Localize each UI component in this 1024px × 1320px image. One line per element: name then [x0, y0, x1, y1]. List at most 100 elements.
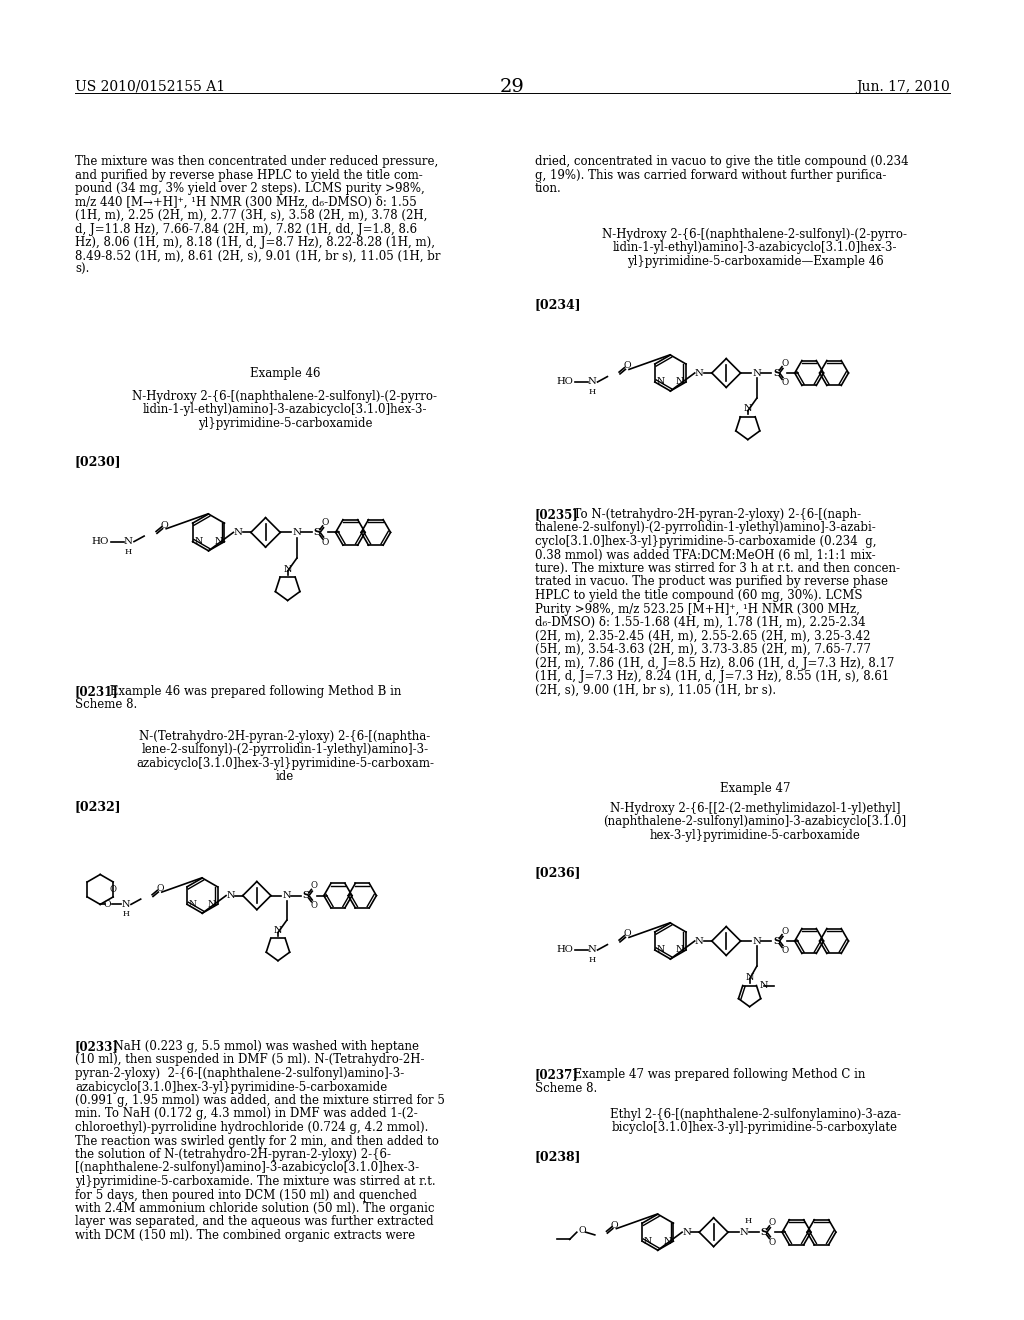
Text: lidin-1-yl-ethyl)amino]-3-azabicyclo[3.1.0]hex-3-: lidin-1-yl-ethyl)amino]-3-azabicyclo[3.1…	[142, 404, 427, 417]
Text: [(naphthalene-2-sulfonyl)amino]-3-azabicyclo[3.1.0]hex-3-: [(naphthalene-2-sulfonyl)amino]-3-azabic…	[75, 1162, 419, 1175]
Text: O: O	[781, 379, 788, 387]
Text: N: N	[188, 900, 197, 909]
Text: (10 ml), then suspended in DMF (5 ml). N-(Tetrahydro-2H-: (10 ml), then suspended in DMF (5 ml). N…	[75, 1053, 425, 1067]
Text: N: N	[753, 368, 761, 378]
Text: (2H, m), 7.86 (1H, d, J=8.5 Hz), 8.06 (1H, d, J=7.3 Hz), 8.17: (2H, m), 7.86 (1H, d, J=8.5 Hz), 8.06 (1…	[535, 656, 894, 669]
Text: layer was separated, and the aqueous was further extracted: layer was separated, and the aqueous was…	[75, 1216, 433, 1229]
Text: N: N	[695, 368, 703, 378]
Text: Scheme 8.: Scheme 8.	[75, 698, 137, 711]
Text: pyran-2-yloxy)  2-{6-[(naphthalene-2-sulfonyl)amino]-3-: pyran-2-yloxy) 2-{6-[(naphthalene-2-sulf…	[75, 1067, 404, 1080]
Text: O: O	[624, 362, 631, 371]
Text: N: N	[214, 537, 222, 546]
Text: (naphthalene-2-sulfonyl)amino]-3-azabicyclo[3.1.0]: (naphthalene-2-sulfonyl)amino]-3-azabicy…	[603, 816, 906, 829]
Text: The reaction was swirled gently for 2 min, and then added to: The reaction was swirled gently for 2 mi…	[75, 1134, 439, 1147]
Text: thalene-2-sulfonyl)-(2-pyrrolidin-1-ylethyl)amino]-3-azabi-: thalene-2-sulfonyl)-(2-pyrrolidin-1-ylet…	[535, 521, 877, 535]
Text: N: N	[745, 973, 754, 982]
Text: yl}pyrimidine-5-carboxamide—Example 46: yl}pyrimidine-5-carboxamide—Example 46	[627, 255, 884, 268]
Text: Jun. 17, 2010: Jun. 17, 2010	[856, 81, 950, 94]
Text: N: N	[676, 945, 684, 954]
Text: N: N	[588, 378, 596, 387]
Text: O: O	[310, 882, 317, 891]
Text: To N-(tetrahydro-2H-pyran-2-yloxy) 2-{6-[(naph-: To N-(tetrahydro-2H-pyran-2-yloxy) 2-{6-…	[566, 508, 861, 521]
Text: N-(Tetrahydro-2H-pyran-2-yloxy) 2-{6-[(naphtha-: N-(Tetrahydro-2H-pyran-2-yloxy) 2-{6-[(n…	[139, 730, 431, 743]
Text: [0233]: [0233]	[75, 1040, 119, 1053]
Text: HO: HO	[91, 537, 109, 546]
Text: O: O	[769, 1238, 775, 1246]
Text: N: N	[682, 1228, 691, 1237]
Text: lidin-1-yl-ethyl)amino]-3-azabicyclo[3.1.0]hex-3-: lidin-1-yl-ethyl)amino]-3-azabicyclo[3.1…	[612, 242, 897, 255]
Text: N: N	[208, 900, 216, 909]
Text: O: O	[310, 900, 317, 909]
Text: O: O	[161, 520, 168, 529]
Text: N-Hydroxy 2-{6-[(naphthalene-2-sulfonyl)-(2-pyrro-: N-Hydroxy 2-{6-[(naphthalene-2-sulfonyl)…	[602, 228, 907, 242]
Text: [0236]: [0236]	[535, 866, 582, 879]
Text: N-Hydroxy 2-{6-[[2-(2-methylimidazol-1-yl)ethyl]: N-Hydroxy 2-{6-[[2-(2-methylimidazol-1-y…	[609, 803, 900, 814]
Text: N: N	[664, 1237, 672, 1246]
Text: [0237]: [0237]	[535, 1068, 579, 1081]
Text: [0231]: [0231]	[75, 685, 119, 698]
Text: O: O	[110, 884, 117, 894]
Text: N: N	[695, 936, 703, 945]
Text: cyclo[3.1.0]hex-3-yl}pyrimidine-5-carboxamide (0.234  g,: cyclo[3.1.0]hex-3-yl}pyrimidine-5-carbox…	[535, 535, 877, 548]
Text: O: O	[781, 946, 788, 956]
Text: 0.38 mmol) was added TFA:DCM:MeOH (6 ml, 1:1:1 mix-: 0.38 mmol) was added TFA:DCM:MeOH (6 ml,…	[535, 549, 876, 561]
Text: yl}pyrimidine-5-carboxamide: yl}pyrimidine-5-carboxamide	[198, 417, 373, 430]
Text: 29: 29	[500, 78, 524, 96]
Text: Scheme 8.: Scheme 8.	[535, 1081, 597, 1094]
Text: Ethyl 2-{6-[(naphthalene-2-sulfonylamino)-3-aza-: Ethyl 2-{6-[(naphthalene-2-sulfonylamino…	[609, 1107, 900, 1121]
Text: S: S	[313, 528, 321, 537]
Text: N: N	[195, 537, 203, 546]
Text: N: N	[656, 378, 665, 387]
Text: trated in vacuo. The product was purified by reverse phase: trated in vacuo. The product was purifie…	[535, 576, 888, 589]
Text: N: N	[753, 936, 761, 945]
Text: N: N	[760, 981, 768, 990]
Text: H: H	[744, 1217, 752, 1225]
Text: Example 46: Example 46	[250, 367, 321, 380]
Text: (1H, m), 2.25 (2H, m), 2.77 (3H, s), 3.58 (2H, m), 3.78 (2H,: (1H, m), 2.25 (2H, m), 2.77 (3H, s), 3.5…	[75, 209, 427, 222]
Text: S: S	[773, 936, 780, 945]
Text: O: O	[781, 359, 788, 367]
Text: [0232]: [0232]	[75, 800, 122, 813]
Text: Hz), 8.06 (1H, m), 8.18 (1H, d, J=8.7 Hz), 8.22-8.28 (1H, m),: Hz), 8.06 (1H, m), 8.18 (1H, d, J=8.7 Hz…	[75, 236, 435, 249]
Text: bicyclo[3.1.0]hex-3-yl]-pyrimidine-5-carboxylate: bicyclo[3.1.0]hex-3-yl]-pyrimidine-5-car…	[612, 1122, 898, 1134]
Text: g, 19%). This was carried forward without further purifica-: g, 19%). This was carried forward withou…	[535, 169, 887, 181]
Text: tion.: tion.	[535, 182, 562, 195]
Text: S: S	[303, 891, 309, 900]
Text: [0235]: [0235]	[535, 508, 579, 521]
Text: N: N	[283, 891, 291, 900]
Text: with DCM (150 ml). The combined organic extracts were: with DCM (150 ml). The combined organic …	[75, 1229, 415, 1242]
Text: O: O	[322, 539, 329, 546]
Text: (5H, m), 3.54-3.63 (2H, m), 3.73-3.85 (2H, m), 7.65-7.77: (5H, m), 3.54-3.63 (2H, m), 3.73-3.85 (2…	[535, 643, 871, 656]
Text: HO: HO	[556, 378, 573, 387]
Text: with 2.4M ammonium chloride solution (50 ml). The organic: with 2.4M ammonium chloride solution (50…	[75, 1203, 434, 1214]
Text: (1H, d, J=7.3 Hz), 8.24 (1H, d, J=7.3 Hz), 8.55 (1H, s), 8.61: (1H, d, J=7.3 Hz), 8.24 (1H, d, J=7.3 Hz…	[535, 671, 889, 682]
Text: N: N	[233, 528, 243, 537]
Text: min. To NaH (0.172 g, 4.3 mmol) in DMF was added 1-(2-: min. To NaH (0.172 g, 4.3 mmol) in DMF w…	[75, 1107, 418, 1121]
Text: O: O	[624, 929, 631, 939]
Text: H: H	[122, 909, 129, 919]
Text: US 2010/0152155 A1: US 2010/0152155 A1	[75, 81, 225, 94]
Text: Example 46 was prepared following Method B in: Example 46 was prepared following Method…	[106, 685, 401, 698]
Text: Example 47: Example 47	[720, 781, 791, 795]
Text: O: O	[610, 1221, 618, 1229]
Text: lene-2-sulfonyl)-(2-pyrrolidin-1-ylethyl)amino]-3-: lene-2-sulfonyl)-(2-pyrrolidin-1-ylethyl…	[141, 743, 429, 756]
Text: N: N	[292, 528, 301, 537]
Text: S: S	[773, 368, 780, 378]
Text: N: N	[656, 945, 665, 954]
Text: s).: s).	[75, 263, 89, 276]
Text: and purified by reverse phase HPLC to yield the title com-: and purified by reverse phase HPLC to yi…	[75, 169, 423, 181]
Text: HO: HO	[556, 945, 573, 954]
Text: O: O	[769, 1218, 775, 1226]
Text: [0234]: [0234]	[535, 298, 582, 312]
Text: [0238]: [0238]	[535, 1150, 582, 1163]
Text: N: N	[743, 404, 752, 413]
Text: (0.991 g, 1.95 mmol) was added, and the mixture stirred for 5: (0.991 g, 1.95 mmol) was added, and the …	[75, 1094, 444, 1107]
Text: chloroethyl)-pyrrolidine hydrochloride (0.724 g, 4.2 mmol).: chloroethyl)-pyrrolidine hydrochloride (…	[75, 1121, 428, 1134]
Text: O: O	[103, 900, 111, 909]
Text: N: N	[273, 927, 283, 935]
Text: N: N	[122, 900, 130, 909]
Text: H: H	[589, 388, 596, 396]
Text: The mixture was then concentrated under reduced pressure,: The mixture was then concentrated under …	[75, 154, 438, 168]
Text: N: N	[644, 1237, 652, 1246]
Text: H: H	[589, 956, 596, 964]
